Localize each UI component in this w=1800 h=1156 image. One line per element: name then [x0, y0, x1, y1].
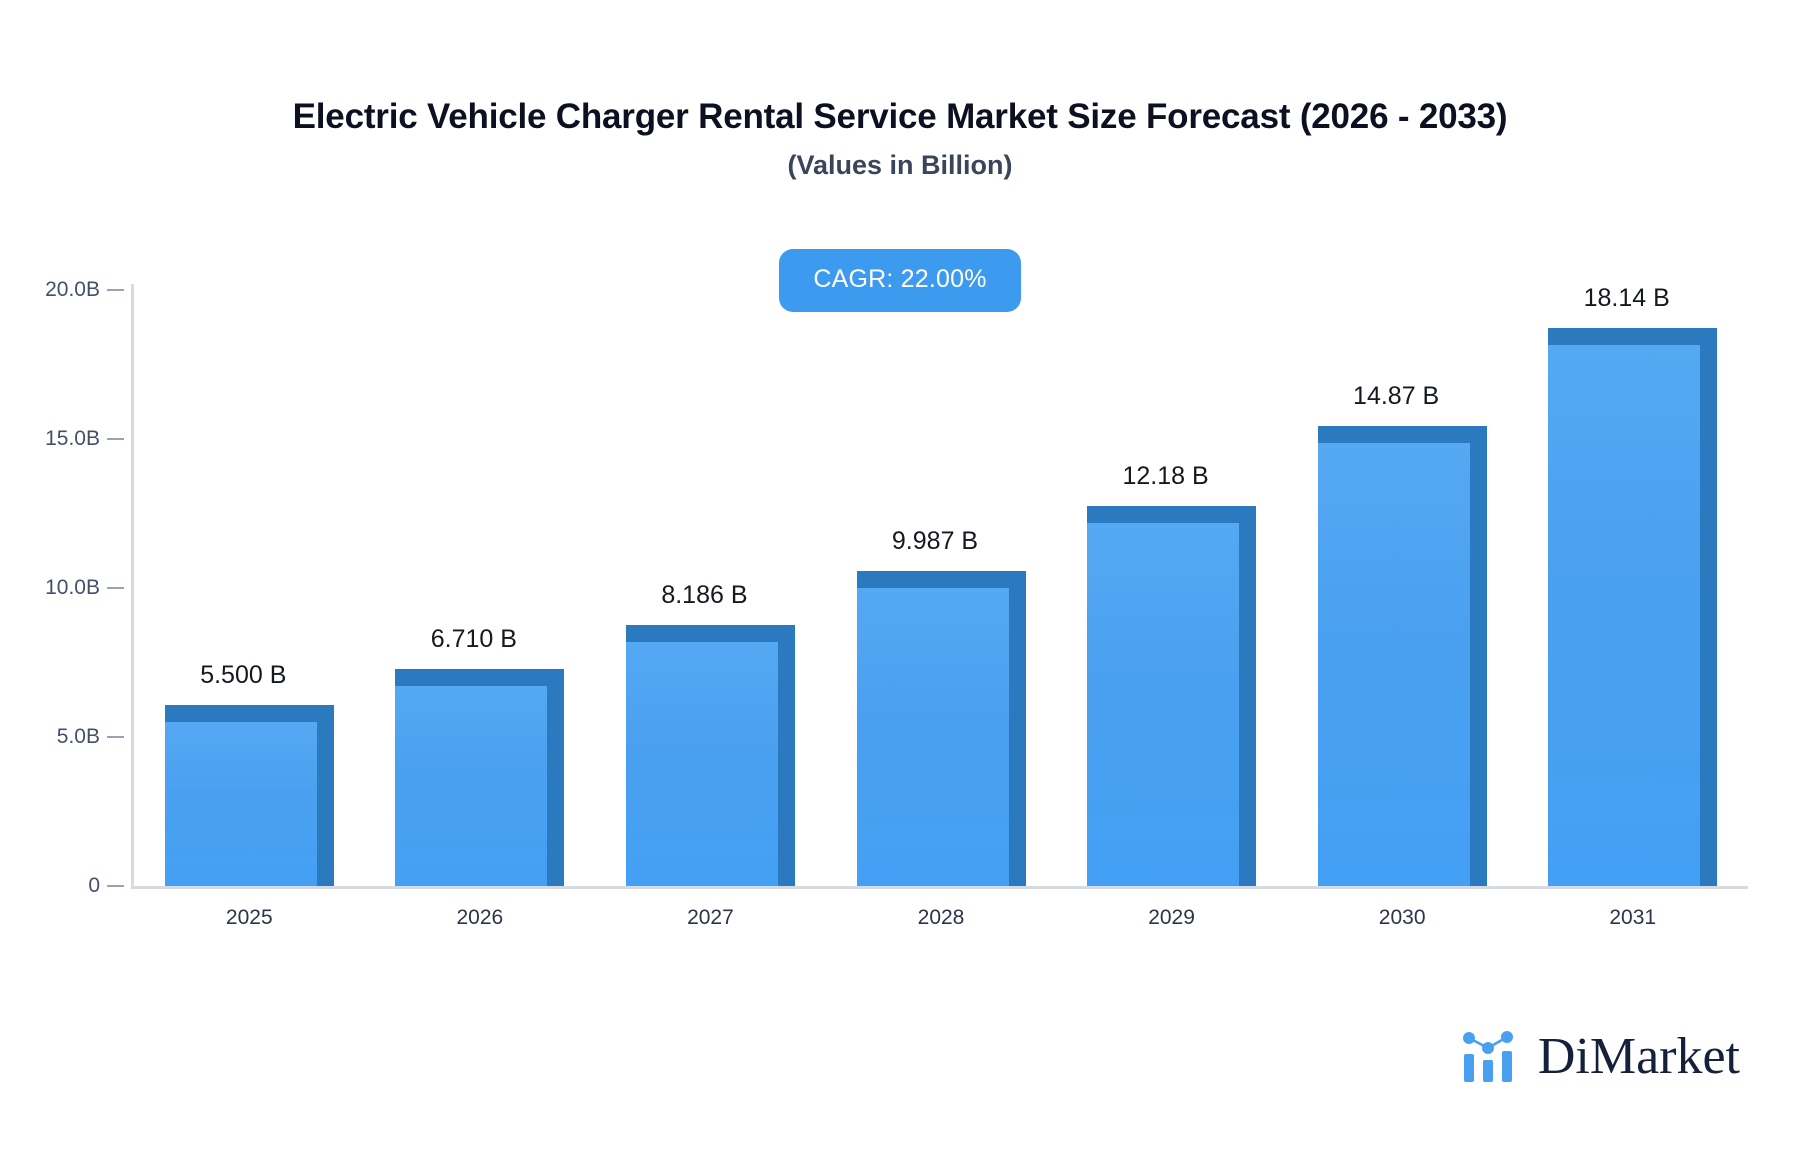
bar-side-face	[1239, 506, 1257, 886]
bar-top-face	[625, 625, 795, 643]
y-axis-tick-label: 0	[88, 874, 100, 897]
y-axis-tick-label: 10.0B	[45, 576, 100, 599]
bar-front-face	[1317, 442, 1470, 886]
bar-top-face	[856, 571, 1026, 589]
bar-value-label: 9.987 B	[891, 527, 979, 556]
x-axis-label-2026: 2026	[456, 906, 504, 929]
bar-top-face	[1087, 506, 1257, 524]
x-axis-label-2025: 2025	[225, 906, 273, 929]
y-axis-labels: 0 5.0B 10.0B 15.0B 20.0B	[0, 0, 100, 1156]
x-axis-line	[131, 886, 1748, 889]
y-axis-tickmark	[107, 736, 124, 738]
bar-2030[interactable]	[1317, 425, 1487, 886]
chart-subtitle: (Values in Billion)	[787, 149, 1013, 180]
x-axis-label-2027: 2027	[687, 906, 734, 929]
bar-side-face	[1469, 425, 1487, 886]
y-axis-line	[131, 284, 134, 889]
y-axis-tickmark	[107, 587, 124, 589]
bar-side-face	[777, 625, 795, 886]
bar-top-face	[395, 669, 565, 687]
bar-front-face	[1087, 523, 1240, 886]
x-axis-label-2031: 2031	[1609, 906, 1657, 929]
y-axis-tick-label: 20.0B	[45, 278, 100, 301]
bar-front-face	[395, 686, 548, 886]
y-axis-tickmark	[107, 438, 124, 440]
bar-2026[interactable]	[395, 669, 565, 886]
x-axis-label-2030: 2030	[1378, 906, 1426, 929]
bar-2025[interactable]	[164, 705, 334, 886]
y-axis-tickmark	[107, 289, 124, 291]
bar-value-label: 8.186 B	[661, 581, 748, 610]
bar-top-face	[1548, 328, 1718, 346]
bar-value-label: 12.18 B	[1122, 462, 1209, 491]
bar-side-face	[547, 669, 565, 886]
bar-side-face	[316, 705, 334, 886]
brand-logo: DiMarket	[1462, 1030, 1740, 1084]
bar-value-label: 6.710 B	[430, 625, 517, 654]
y-axis-tick-label: 15.0B	[45, 427, 100, 450]
bar-2029[interactable]	[1087, 506, 1257, 886]
y-axis-tick-label: 5.0B	[56, 725, 100, 748]
x-axis-label-2029: 2029	[1148, 906, 1195, 929]
y-axis-tickmark	[107, 885, 124, 887]
bar-front-face	[856, 588, 1009, 886]
bar-value-label: 18.14 B	[1583, 284, 1670, 313]
bar-front-face	[1548, 345, 1701, 886]
chart-header: Electric Vehicle Charger Rental Service …	[0, 0, 1800, 180]
bar-side-face	[1008, 571, 1026, 886]
bar-side-face	[1700, 328, 1718, 886]
logo-text: DiMarket	[1537, 1028, 1740, 1085]
page-title: Electric Vehicle Charger Rental Service …	[292, 97, 1508, 136]
bar-top-face	[1317, 425, 1487, 443]
bar-value-label: 5.500 B	[200, 661, 287, 690]
bar-top-face	[164, 705, 334, 723]
bar-front-face	[164, 722, 317, 886]
bar-2027[interactable]	[625, 625, 795, 886]
cagr-badge: CAGR: 22.00%	[779, 249, 1021, 312]
bar-2031[interactable]	[1548, 328, 1718, 886]
bar-front-face	[625, 642, 778, 886]
bar-chart-dots-icon	[1462, 1031, 1513, 1082]
bar-2028[interactable]	[856, 571, 1026, 886]
x-axis-label-2028: 2028	[917, 906, 965, 929]
bar-value-label: 14.87 B	[1353, 381, 1440, 410]
cagr-badge-container: CAGR: 22.00%	[0, 249, 1800, 312]
